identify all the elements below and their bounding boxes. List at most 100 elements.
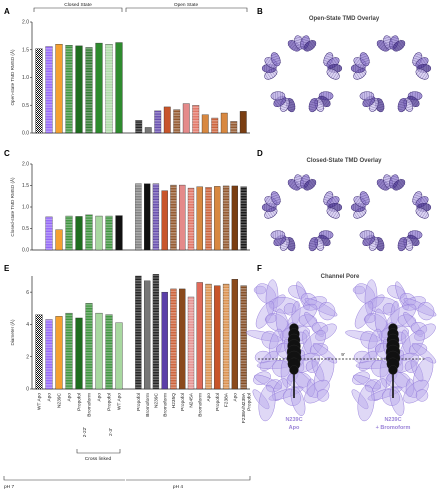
- protein-ribbon: [265, 313, 289, 333]
- bar: [201, 114, 209, 134]
- protein-ribbon: [261, 330, 279, 349]
- helix-turn: [301, 177, 310, 181]
- bar-hatch: [188, 188, 194, 250]
- protein-ribbon: [395, 281, 409, 311]
- category-label: Propofol: [215, 393, 221, 411]
- protein-ribbon: [417, 301, 435, 321]
- helix-turn: [376, 245, 385, 248]
- helix-turn: [266, 58, 272, 65]
- bar-hatch: [105, 314, 113, 389]
- helix-turn: [353, 56, 359, 64]
- open-state-label: Open State: [174, 2, 199, 8]
- helix-turn: [287, 247, 296, 250]
- helix-turn: [364, 238, 370, 246]
- protein-ribbon: [316, 389, 330, 402]
- protein-ribbon: [345, 330, 381, 342]
- helix-turn: [392, 45, 398, 53]
- helix-turn: [272, 198, 281, 203]
- chart-closed-state-rmsd: 0.0 0.5 1.0 1.5 2.0 Closed-state TMD RMSD (Å): [9, 162, 250, 254]
- open-overlay-right: [350, 35, 432, 113]
- helix-turn: [414, 194, 422, 198]
- protein-ribbon: [268, 297, 300, 314]
- ph4-label: pH 4: [173, 484, 183, 490]
- y-tick-label: 1.5: [22, 47, 29, 53]
- helix-turn: [271, 194, 279, 198]
- helix-turn: [390, 177, 399, 181]
- category-label: Apo: [206, 393, 212, 402]
- helix-turn: [405, 105, 413, 109]
- helix-turn: [383, 38, 392, 42]
- category-label: Apo: [232, 393, 238, 402]
- helix-turn: [398, 41, 404, 48]
- protein-ribbon: [266, 379, 282, 393]
- helix-turn: [307, 42, 313, 50]
- apo-condition-label: Apo: [289, 425, 300, 431]
- pore-sphere: [289, 365, 299, 375]
- helix-turn: [316, 244, 324, 248]
- category-label: WT Apo: [117, 393, 123, 410]
- protein-ribbon: [382, 302, 396, 316]
- helix-turn: [328, 69, 334, 77]
- helix-turn: [364, 99, 370, 107]
- helix-turn: [376, 39, 383, 47]
- protein-ribbon: [408, 343, 428, 356]
- helix-turn: [310, 238, 319, 241]
- helix-turn: [328, 208, 334, 216]
- helix-turn: [266, 211, 272, 218]
- category-label: Propofol: [247, 393, 253, 411]
- bar: [55, 229, 63, 251]
- y-tick-label: 4: [26, 322, 29, 328]
- protein-ribbon: [351, 389, 369, 410]
- helix-turn: [378, 41, 384, 48]
- helix-turn: [399, 240, 407, 243]
- bar-hatch: [154, 110, 161, 133]
- helix-turn: [317, 246, 325, 250]
- bar: [115, 42, 123, 134]
- helix-turn: [398, 180, 404, 187]
- helix-turn: [360, 55, 368, 59]
- protein-ribbon: [306, 378, 316, 397]
- bar: [161, 190, 168, 251]
- helix-turn: [423, 56, 429, 64]
- helix-turn: [310, 178, 317, 186]
- protein-ribbon: [410, 359, 424, 382]
- crosslink-bracket: Cross linked 2-22' 2-3': [76, 427, 121, 462]
- helix-turn: [332, 72, 338, 79]
- protein-ribbon: [353, 350, 371, 364]
- protein-ribbon: [252, 389, 270, 410]
- helix-turn: [353, 195, 359, 203]
- bar: [35, 48, 43, 134]
- closed-overlay-title: Closed-State TMD Overlay: [306, 158, 382, 164]
- helix-turn: [310, 101, 318, 104]
- bar-hatch: [45, 319, 53, 389]
- helix-turn: [421, 211, 427, 218]
- category-label: N245A: [189, 392, 195, 407]
- helix-turn: [334, 56, 340, 64]
- protein-ribbon: [288, 285, 306, 299]
- protein-ribbon: [246, 330, 282, 342]
- category-label: N239C: [57, 392, 63, 407]
- helix-turn: [264, 212, 270, 220]
- protein-ribbon: [286, 371, 312, 389]
- helix-turn: [264, 73, 270, 81]
- helix-turn: [309, 180, 315, 187]
- y-tick-label: 0: [26, 387, 29, 393]
- y-tick-label: 0.0: [22, 131, 29, 137]
- bar-hatch: [223, 185, 230, 250]
- helix-turn: [368, 107, 376, 111]
- helix-turn: [302, 175, 311, 179]
- y-axis-label: Closed-state TMD RMSD (Å): [9, 177, 15, 237]
- helix-turn: [421, 72, 427, 79]
- helix-turn: [376, 108, 385, 111]
- helix-turn: [397, 106, 406, 109]
- protein-ribbon: [385, 371, 411, 389]
- bar: [144, 127, 152, 134]
- helix-turn: [325, 194, 333, 198]
- bar-hatch: [85, 303, 93, 389]
- helix-turn: [360, 194, 368, 198]
- bar: [163, 106, 171, 134]
- helix-turn: [362, 100, 368, 108]
- helix-turn: [414, 55, 422, 59]
- y-tick-label: 2: [26, 354, 29, 360]
- category-label: Bromoform: [197, 393, 203, 417]
